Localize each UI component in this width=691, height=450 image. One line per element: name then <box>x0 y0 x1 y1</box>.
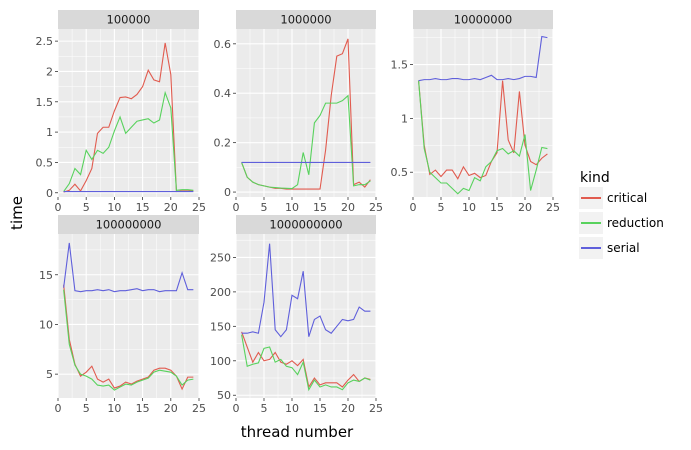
x-tick-label: 25 <box>369 402 383 415</box>
facet-title: 100000 <box>107 13 151 27</box>
x-tick-label: 25 <box>192 201 206 214</box>
panels: 10000000.511.522.50 5 10 15 20 25100000000.20… <box>36 10 560 415</box>
x-tick-label: 10 <box>107 402 121 415</box>
series-line-serial <box>418 35 548 82</box>
y-tick-label: 5 <box>46 368 53 381</box>
y-tick-label: 2.5 <box>36 35 54 48</box>
facet-panel: 10000000 0.5 1 1.5 0 5 10 15 20 25 <box>391 10 560 214</box>
facet-panel: 100000000 5 10 15 0 5 10 15 20 25 <box>39 215 206 415</box>
series-line-reduction <box>418 80 548 195</box>
x-tick-label: 25 <box>369 201 383 214</box>
x-tick-label: 5 <box>83 402 90 415</box>
y-tick-label: 1 <box>46 126 53 139</box>
facet-panel: 1000000000 50 100 150 200 250 0 5 10 15 20 25 <box>210 215 383 415</box>
facet-title: 1000000 <box>280 13 331 27</box>
y-tick-label: 0 <box>46 187 53 200</box>
y-tick-label: 150 <box>210 320 231 333</box>
x-tick-label: 5 <box>261 201 268 214</box>
legend: kind critical reduction serial <box>579 170 664 259</box>
x-tick-label: 5 <box>438 201 445 214</box>
facet-panel: 1000000 0 0.2 0.4 0.6 0 5 10 15 20 25 <box>214 10 383 214</box>
legend-entries: critical reduction serial <box>579 187 664 259</box>
legend-label: reduction <box>607 216 664 230</box>
series-line-critical <box>63 42 194 193</box>
x-tick-label: 20 <box>164 201 178 214</box>
y-tick-label: 0.5 <box>391 166 409 179</box>
x-tick-label: 0 <box>55 201 62 214</box>
facet-strip <box>413 10 553 29</box>
x-tick-label: 15 <box>313 201 327 214</box>
y-tick-label: 15 <box>39 269 53 282</box>
x-tick-label: 20 <box>518 201 532 214</box>
legend-entry-critical: critical <box>579 187 647 209</box>
x-tick-label: 20 <box>341 402 355 415</box>
y-tick-label: 1.5 <box>36 96 54 109</box>
x-tick-label: 0 <box>410 201 417 214</box>
x-tick-label: 15 <box>490 201 504 214</box>
y-tick-label: 1 <box>401 112 408 125</box>
x-tick-label: 0 <box>55 402 62 415</box>
y-tick-label: 250 <box>210 251 231 264</box>
y-tick-label: 50 <box>217 389 231 402</box>
facet-strip <box>58 10 199 29</box>
x-tick-label: 5 <box>261 402 268 415</box>
y-tick-label: 1.5 <box>391 59 409 72</box>
x-tick-label: 25 <box>546 201 560 214</box>
x-axis-title: thread number <box>241 423 354 441</box>
x-tick-label: 10 <box>107 201 121 214</box>
facet-title: 10000000 <box>454 13 513 27</box>
facet-panel: 100000 0 0.5 1 1.5 2 2.5 0 5 10 15 20 25 <box>36 10 206 214</box>
x-tick-label: 5 <box>83 201 90 214</box>
series-line-serial <box>241 243 371 338</box>
y-tick-label: 100 <box>210 355 231 368</box>
x-tick-label: 10 <box>285 402 299 415</box>
y-tick-label: 0.6 <box>214 38 232 51</box>
x-tick-label: 20 <box>341 201 355 214</box>
x-tick-label: 15 <box>136 201 150 214</box>
legend-entry-serial: serial <box>579 237 640 259</box>
y-tick-label: 0 <box>224 186 231 199</box>
series-line-reduction <box>241 334 371 392</box>
facet-strip <box>236 215 376 234</box>
x-tick-label: 25 <box>192 402 206 415</box>
y-axis-title: time <box>8 196 26 230</box>
facet-strip <box>58 215 199 234</box>
legend-label: critical <box>607 191 647 205</box>
series-line-reduction <box>63 289 194 391</box>
x-tick-label: 10 <box>285 201 299 214</box>
x-tick-label: 15 <box>313 402 327 415</box>
series-line-reduction <box>241 94 371 190</box>
y-tick-label: 200 <box>210 286 231 299</box>
facet-title: 100000000 <box>96 218 162 232</box>
x-tick-label: 20 <box>164 402 178 415</box>
facet-strip <box>236 10 376 29</box>
y-tick-label: 0.4 <box>214 87 232 100</box>
series-line-reduction <box>63 90 194 192</box>
x-tick-label: 0 <box>233 402 240 415</box>
series-line-serial <box>63 242 194 293</box>
legend-label: serial <box>607 241 640 255</box>
y-tick-label: 10 <box>39 318 53 331</box>
legend-title: kind <box>580 170 610 186</box>
x-tick-label: 10 <box>462 201 476 214</box>
x-tick-label: 15 <box>136 402 150 415</box>
legend-entry-reduction: reduction <box>579 212 664 234</box>
y-tick-label: 2 <box>46 65 53 78</box>
y-tick-label: 0.5 <box>36 156 54 169</box>
y-tick-label: 0.2 <box>214 137 232 150</box>
series-line-critical <box>63 284 194 391</box>
x-tick-label: 0 <box>233 201 240 214</box>
facet-title: 1000000000 <box>269 218 342 232</box>
